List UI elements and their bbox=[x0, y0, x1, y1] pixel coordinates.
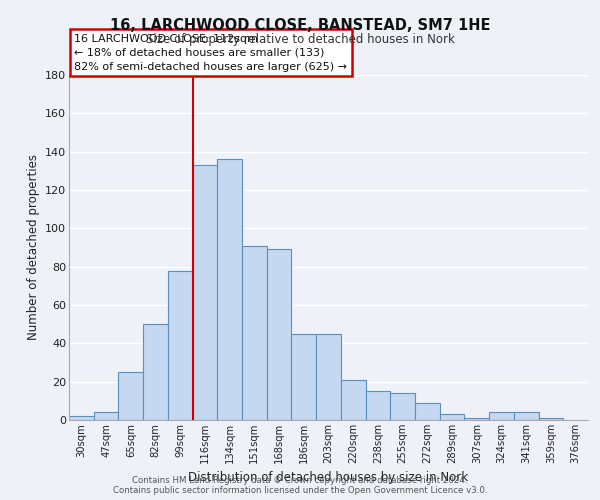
Bar bbox=[94, 412, 118, 420]
Bar bbox=[292, 334, 316, 420]
X-axis label: Distribution of detached houses by size in Nork: Distribution of detached houses by size … bbox=[188, 472, 469, 484]
Bar bbox=[193, 165, 217, 420]
Bar bbox=[316, 334, 341, 420]
Bar bbox=[168, 270, 193, 420]
Bar bbox=[143, 324, 168, 420]
Bar bbox=[217, 160, 242, 420]
Bar bbox=[514, 412, 539, 420]
Bar bbox=[341, 380, 365, 420]
Text: 16 LARCHWOOD CLOSE: 112sqm
← 18% of detached houses are smaller (133)
82% of sem: 16 LARCHWOOD CLOSE: 112sqm ← 18% of deta… bbox=[74, 34, 347, 72]
Text: Size of property relative to detached houses in Nork: Size of property relative to detached ho… bbox=[146, 32, 454, 46]
Bar bbox=[539, 418, 563, 420]
Bar bbox=[489, 412, 514, 420]
Bar bbox=[415, 403, 440, 420]
Bar bbox=[242, 246, 267, 420]
Bar bbox=[365, 391, 390, 420]
Text: 16, LARCHWOOD CLOSE, BANSTEAD, SM7 1HE: 16, LARCHWOOD CLOSE, BANSTEAD, SM7 1HE bbox=[110, 18, 490, 32]
Bar bbox=[118, 372, 143, 420]
Text: Contains HM Land Registry data © Crown copyright and database right 2024.: Contains HM Land Registry data © Crown c… bbox=[132, 476, 468, 485]
Text: Contains public sector information licensed under the Open Government Licence v3: Contains public sector information licen… bbox=[113, 486, 487, 495]
Bar bbox=[390, 393, 415, 420]
Bar bbox=[440, 414, 464, 420]
Bar bbox=[464, 418, 489, 420]
Bar bbox=[69, 416, 94, 420]
Y-axis label: Number of detached properties: Number of detached properties bbox=[26, 154, 40, 340]
Bar bbox=[267, 250, 292, 420]
